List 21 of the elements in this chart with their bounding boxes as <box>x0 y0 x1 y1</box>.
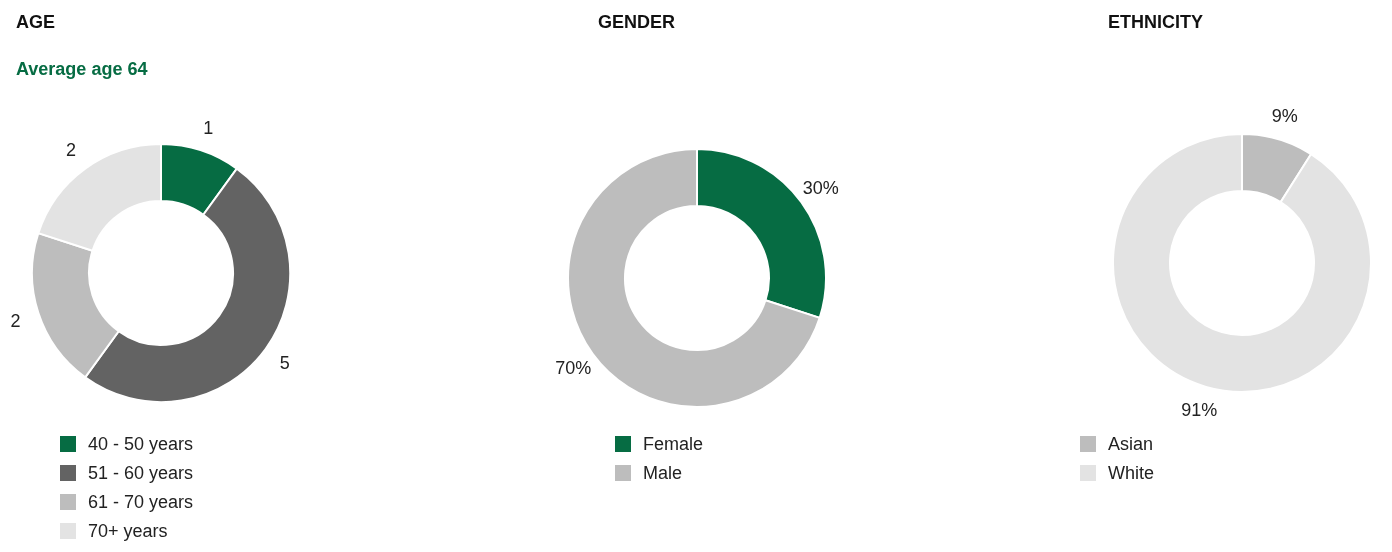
chart-title: ETHNICITY <box>1108 12 1204 32</box>
legend-label: Male <box>643 463 683 484</box>
legend-label: Female <box>643 434 704 455</box>
data-label: 2 <box>10 310 21 331</box>
legend-label: 40 - 50 years <box>88 434 194 455</box>
data-label: 9% <box>1271 106 1298 127</box>
data-label: 1 <box>203 117 214 138</box>
data-label: 70% <box>555 358 592 379</box>
donut-slice <box>1112 133 1372 393</box>
legend-label: 70+ years <box>88 521 168 542</box>
legend-label: 51 - 60 years <box>88 463 194 484</box>
data-label: 5 <box>279 353 290 374</box>
chart-title: GENDER <box>598 12 676 32</box>
data-label: 91% <box>1181 400 1218 421</box>
legend-label: Asian <box>1108 434 1154 455</box>
chart-title: AGE <box>16 12 56 32</box>
chart-subtitle: Average age 64 <box>16 59 148 79</box>
data-label: 30% <box>802 178 839 199</box>
data-label: 2 <box>66 139 77 160</box>
legend-label: White <box>1108 463 1155 484</box>
legend-label: 61 - 70 years <box>88 492 194 513</box>
